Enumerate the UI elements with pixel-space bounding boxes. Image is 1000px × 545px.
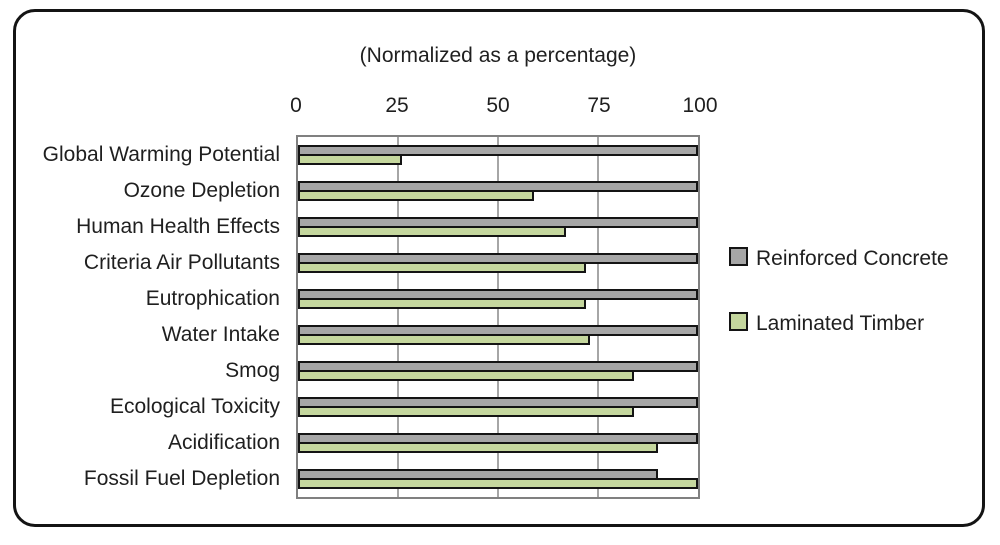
bar-laminated-timber bbox=[298, 442, 658, 453]
category-label-smog: Smog bbox=[225, 359, 280, 382]
bar-laminated-timber bbox=[298, 262, 586, 273]
bar-laminated-timber bbox=[298, 154, 402, 165]
category-label-fossil-fuel-depletion: Fossil Fuel Depletion bbox=[83, 467, 280, 490]
bar-laminated-timber bbox=[298, 406, 634, 417]
category-label-ozone-depletion: Ozone Depletion bbox=[123, 179, 280, 202]
x-tick-label: 0 bbox=[290, 94, 302, 117]
bar-laminated-timber bbox=[298, 334, 590, 345]
category-label-water-intake: Water Intake bbox=[161, 323, 280, 346]
bar-laminated-timber bbox=[298, 478, 698, 489]
legend-swatch-reinforced-concrete bbox=[729, 247, 748, 266]
vertical-gridline bbox=[397, 137, 399, 497]
bar-reinforced-concrete bbox=[298, 145, 698, 156]
category-label-human-health-effects: Human Health Effects bbox=[76, 215, 280, 238]
category-label-eutrophication: Eutrophication bbox=[145, 287, 280, 310]
chart-title: (Normalized as a percentage) bbox=[359, 44, 637, 67]
plot-area bbox=[296, 135, 700, 499]
legend-label: Laminated Timber bbox=[756, 312, 925, 335]
x-tick-label: 50 bbox=[486, 94, 510, 117]
vertical-gridline bbox=[597, 137, 599, 497]
category-label-ecological-toxicity: Ecological Toxicity bbox=[109, 395, 280, 418]
bar-laminated-timber bbox=[298, 298, 586, 309]
bar-laminated-timber bbox=[298, 370, 634, 381]
chart-frame bbox=[13, 9, 985, 527]
x-tick-label: 100 bbox=[682, 94, 718, 117]
legend-swatch-laminated-timber bbox=[729, 312, 748, 331]
category-label-global-warming-potential: Global Warming Potential bbox=[42, 143, 280, 166]
legend-item-laminated-timber: Laminated Timber bbox=[729, 312, 924, 336]
x-tick-label: 25 bbox=[385, 94, 409, 117]
category-label-criteria-air-pollutants: Criteria Air Pollutants bbox=[83, 251, 280, 274]
x-tick-label: 75 bbox=[587, 94, 611, 117]
legend-label: Reinforced Concrete bbox=[756, 247, 949, 270]
legend-item-reinforced-concrete: Reinforced Concrete bbox=[729, 247, 949, 271]
vertical-gridline bbox=[497, 137, 499, 497]
bar-laminated-timber bbox=[298, 190, 534, 201]
category-label-acidification: Acidification bbox=[167, 431, 280, 454]
bar-laminated-timber bbox=[298, 226, 566, 237]
